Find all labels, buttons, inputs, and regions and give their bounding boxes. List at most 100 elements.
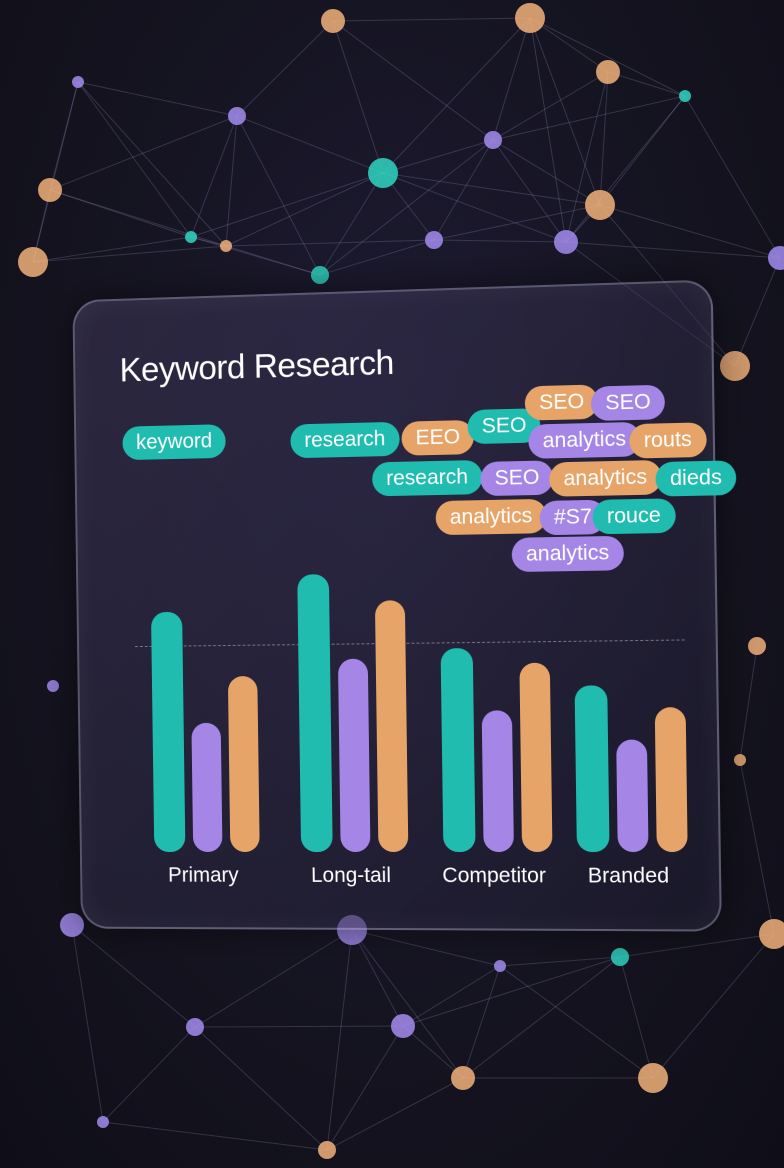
- bar-competitor-2: [519, 663, 552, 852]
- network-link: [320, 140, 493, 275]
- network-node: [318, 1141, 336, 1159]
- network-node: [515, 3, 545, 33]
- bar-branded-1: [616, 740, 648, 853]
- network-node: [748, 637, 766, 655]
- network-node: [494, 960, 506, 972]
- network-link: [434, 240, 566, 242]
- network-node: [451, 1066, 475, 1090]
- network-node: [185, 231, 197, 243]
- bar-primary-2: [228, 676, 260, 852]
- keyword-research-panel: Keyword Research keyword research EEO SEO SE…: [72, 279, 722, 931]
- network-link: [333, 18, 530, 21]
- network-link: [103, 1122, 327, 1150]
- network-link: [352, 930, 403, 1026]
- network-link: [103, 1027, 195, 1122]
- network-link: [320, 240, 434, 275]
- network-link: [195, 1027, 327, 1150]
- network-node: [484, 131, 502, 149]
- network-link: [50, 82, 78, 190]
- network-node: [585, 190, 615, 220]
- network-node: [321, 9, 345, 33]
- network-link: [195, 1026, 403, 1027]
- network-link: [72, 925, 195, 1027]
- network-node: [38, 178, 62, 202]
- network-node: [97, 1116, 109, 1128]
- network-link: [620, 934, 774, 957]
- network-link: [226, 173, 383, 246]
- network-link: [327, 930, 352, 1150]
- network-link: [500, 966, 653, 1078]
- network-link: [493, 140, 600, 205]
- network-node: [47, 680, 59, 692]
- network-link: [78, 82, 191, 237]
- bar-primary-1: [191, 723, 222, 852]
- bar-primary-0: [151, 612, 185, 852]
- category-label: Primary: [168, 864, 239, 887]
- network-link: [352, 930, 463, 1078]
- network-node: [768, 246, 784, 270]
- network-link: [191, 173, 383, 237]
- network-node: [60, 913, 84, 937]
- network-link: [191, 237, 320, 275]
- network-link: [566, 242, 780, 258]
- network-link: [653, 934, 774, 1078]
- network-node: [759, 919, 784, 949]
- network-node: [311, 266, 329, 284]
- network-link: [403, 966, 500, 1026]
- bar-long-tail-1: [338, 659, 370, 852]
- bar-competitor-1: [482, 710, 514, 852]
- network-link: [72, 925, 103, 1122]
- network-link: [620, 957, 653, 1078]
- network-node: [720, 351, 750, 381]
- network-node: [638, 1063, 668, 1093]
- network-link: [226, 116, 237, 246]
- network-link: [463, 966, 500, 1078]
- bar-branded-2: [655, 707, 688, 852]
- network-link: [237, 116, 320, 275]
- network-link: [191, 116, 237, 237]
- network-node: [611, 948, 629, 966]
- network-link: [226, 240, 434, 246]
- network-link: [320, 173, 383, 275]
- network-node: [368, 158, 398, 188]
- network-link: [740, 760, 774, 934]
- network-link: [237, 116, 383, 173]
- network-link: [500, 957, 620, 966]
- network-link: [685, 96, 780, 258]
- network-node: [425, 231, 443, 249]
- category-label: Long-tail: [311, 864, 391, 887]
- network-link: [735, 258, 780, 366]
- network-link: [600, 72, 608, 205]
- network-link: [740, 646, 757, 760]
- category-label: Branded: [588, 864, 670, 888]
- network-link: [78, 82, 237, 116]
- network-node: [734, 754, 746, 766]
- bar-branded-0: [575, 685, 610, 852]
- network-node: [554, 230, 578, 254]
- bar-chart: Primary Long-tail Competitor Branded: [74, 281, 724, 933]
- network-link: [403, 957, 620, 1026]
- network-link: [195, 930, 352, 1027]
- network-link: [327, 1078, 463, 1150]
- network-node: [18, 247, 48, 277]
- network-link: [352, 930, 500, 966]
- network-node: [220, 240, 232, 252]
- network-node: [186, 1018, 204, 1036]
- network-link: [333, 21, 493, 140]
- network-node: [228, 107, 246, 125]
- bar-long-tail-2: [375, 600, 408, 852]
- network-node: [596, 60, 620, 84]
- network-link: [608, 72, 685, 96]
- network-link: [33, 237, 191, 262]
- network-link: [333, 21, 383, 173]
- network-link: [50, 116, 237, 190]
- bar-long-tail-0: [297, 574, 332, 852]
- network-link: [600, 205, 780, 258]
- network-node: [679, 90, 691, 102]
- network-link: [463, 957, 620, 1078]
- category-label: Competitor: [442, 864, 546, 888]
- network-node: [391, 1014, 415, 1038]
- network-link: [78, 82, 226, 246]
- bar-competitor-0: [441, 648, 476, 852]
- network-link: [237, 21, 333, 116]
